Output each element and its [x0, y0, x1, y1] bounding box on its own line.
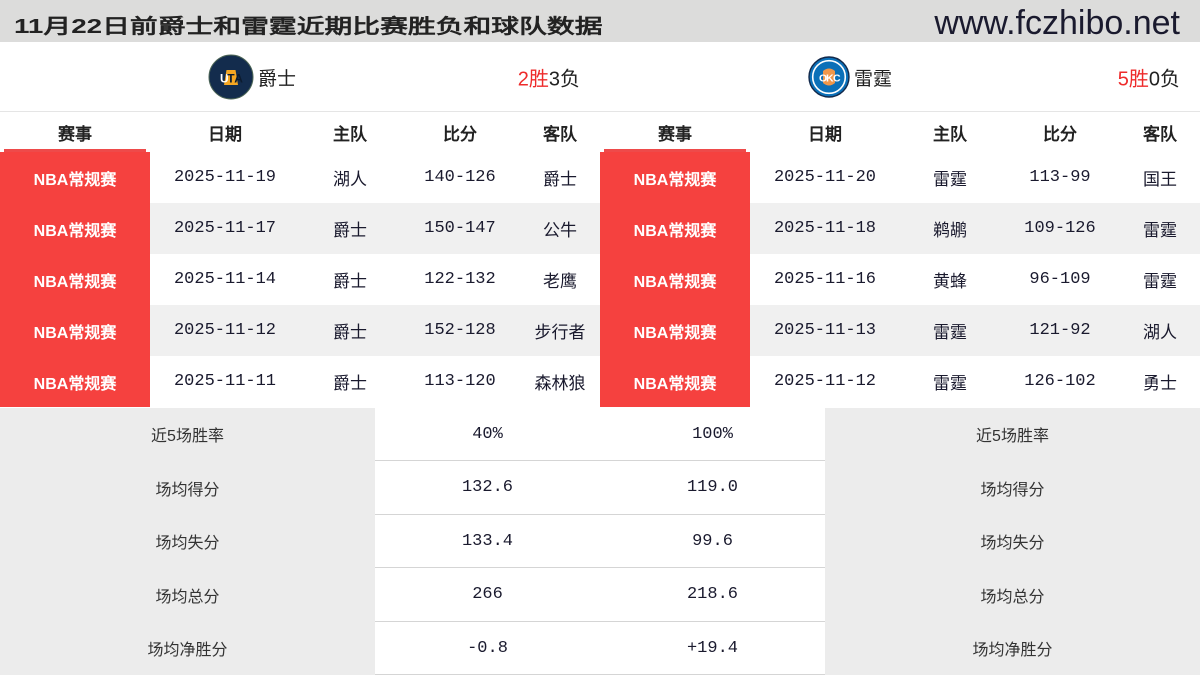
svg-text:A: A [234, 72, 243, 86]
svg-text:C: C [833, 73, 841, 85]
